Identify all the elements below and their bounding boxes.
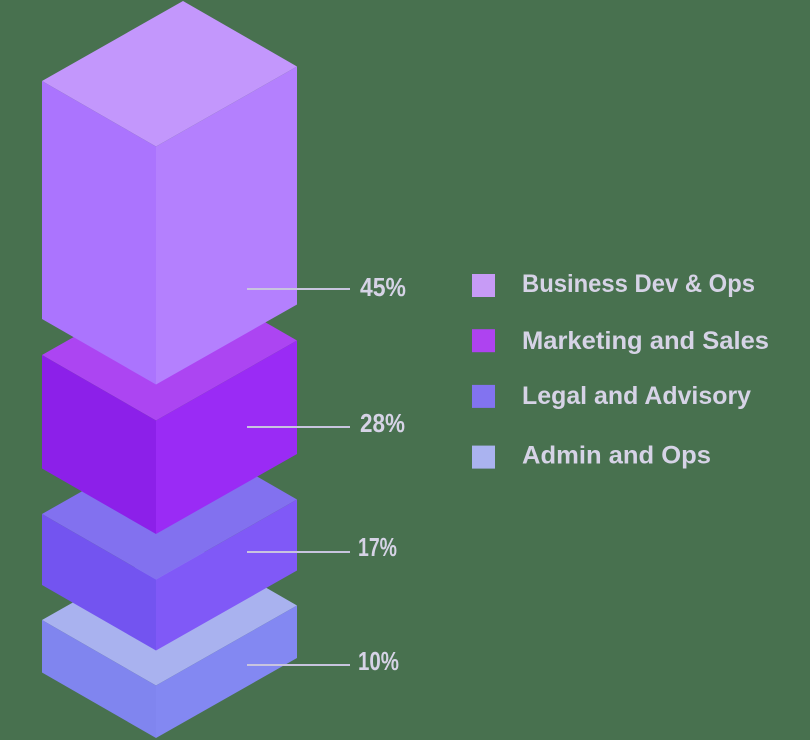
svg-text:Marketing and Sales: Marketing and Sales (522, 327, 769, 355)
svg-text:45%: 45% (360, 272, 406, 302)
svg-text:10%: 10% (358, 646, 399, 676)
svg-text:28%: 28% (360, 408, 405, 438)
svg-text:Legal and Advisory: Legal and Advisory (522, 382, 751, 410)
svg-text:Business Dev & Ops: Business Dev & Ops (522, 270, 755, 298)
svg-text:17%: 17% (358, 532, 397, 562)
svg-text:Admin and Ops: Admin and Ops (522, 442, 711, 470)
